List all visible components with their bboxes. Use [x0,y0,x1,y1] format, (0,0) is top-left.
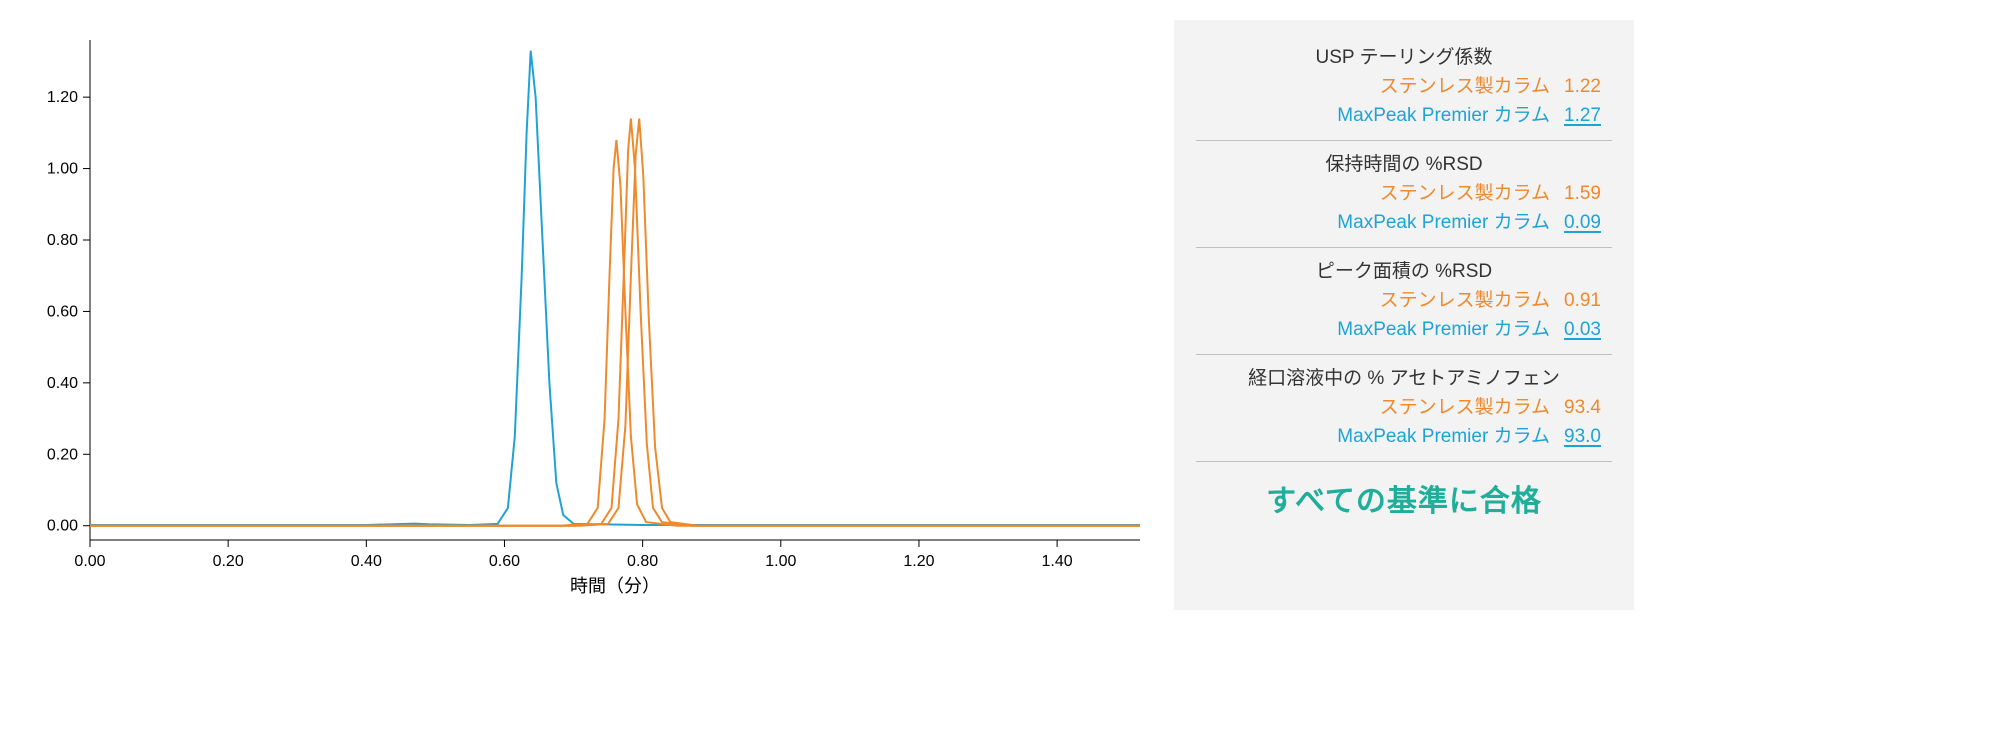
metric-title: 経口溶液中の % アセトアミノフェン [1196,363,1612,390]
premier-value: 1.27 [1564,102,1612,131]
metric-row-stainless: ステンレス製カラム 1.59 [1196,180,1612,209]
stainless-label: ステンレス製カラム [1380,287,1550,316]
premier-label: MaxPeak Premier カラム [1337,423,1550,452]
stainless-label: ステンレス製カラム [1380,73,1550,102]
metric-row-premier: MaxPeak Premier カラム 93.0 [1196,423,1612,452]
stainless-label: ステンレス製カラム [1380,180,1550,209]
y-tick-label: 1.00 [47,161,78,178]
metric-row-stainless: ステンレス製カラム 1.22 [1196,73,1612,102]
metric-row-premier: MaxPeak Premier カラム 0.03 [1196,316,1612,345]
premier-value: 93.0 [1564,423,1612,452]
x-tick-label: 0.00 [74,553,105,570]
premier-label: MaxPeak Premier カラム [1337,102,1550,131]
metric-title: 保持時間の %RSD [1196,149,1612,176]
stainless-value: 1.59 [1564,180,1612,209]
metric-row-stainless: ステンレス製カラム 0.91 [1196,287,1612,316]
y-tick-label: 0.20 [47,446,78,463]
x-tick-label: 0.80 [627,553,658,570]
stainless-label: ステンレス製カラム [1380,394,1550,423]
x-tick-label: 0.20 [213,553,244,570]
y-tick-label: 0.80 [47,232,78,249]
metric-block: 保持時間の %RSDステンレス製カラム1.59MaxPeak Premier カ… [1196,141,1612,248]
premier-value: 0.03 [1564,316,1612,345]
x-tick-label: 1.40 [1042,553,1073,570]
metric-title: ピーク面積の %RSD [1196,256,1612,283]
y-tick-label: 1.20 [47,89,78,106]
metric-block: USP テーリング係数ステンレス製カラム1.22MaxPeak Premier … [1196,34,1612,141]
premier-label: MaxPeak Premier カラム [1337,209,1550,238]
x-tick-label: 0.60 [489,553,520,570]
metric-row-stainless: ステンレス製カラム 93.4 [1196,394,1612,423]
pass-status: すべての基準に合格 [1196,462,1612,520]
y-tick-label: 0.40 [47,375,78,392]
stainless-value: 93.4 [1564,394,1612,423]
y-tick-label: 0.60 [47,303,78,320]
x-tick-label: 1.00 [765,553,796,570]
premier-label: MaxPeak Premier カラム [1337,316,1550,345]
metric-row-premier: MaxPeak Premier カラム 1.27 [1196,102,1612,131]
metric-title: USP テーリング係数 [1196,42,1612,69]
series-orange_peak_2 [90,119,1140,526]
chart-svg: 0.00 0.20 0.40 0.60 0.80 1.00 1.20 0.00 0.20 0.40… [20,20,1150,610]
x-tick-label: 1.20 [903,553,934,570]
metric-row-premier: MaxPeak Premier カラム 0.09 [1196,209,1612,238]
metric-block: 経口溶液中の % アセトアミノフェンステンレス製カラム93.4MaxPeak P… [1196,355,1612,462]
stainless-value: 1.22 [1564,73,1612,102]
results-panel: USP テーリング係数ステンレス製カラム1.22MaxPeak Premier … [1174,20,1634,610]
stainless-value: 0.91 [1564,287,1612,316]
metric-block: ピーク面積の %RSDステンレス製カラム0.91MaxPeak Premier … [1196,248,1612,355]
x-tick-label: 0.40 [351,553,382,570]
chromatogram-chart: 0.00 0.20 0.40 0.60 0.80 1.00 1.20 0.00 0.20 0.40… [20,20,1150,610]
y-tick-label: 0.00 [47,518,78,535]
x-axis-title: 時間（分） [570,576,660,596]
premier-value: 0.09 [1564,209,1612,238]
